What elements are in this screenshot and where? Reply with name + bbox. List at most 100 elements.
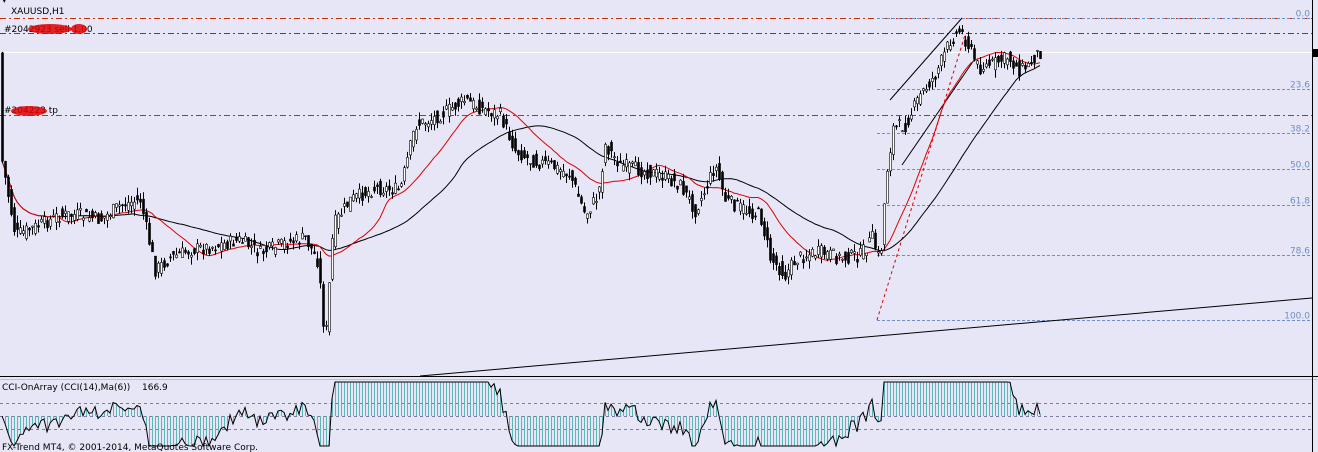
candle-body	[727, 195, 730, 199]
candle-body	[955, 31, 958, 34]
candle-body	[103, 216, 106, 219]
candle-body	[127, 202, 130, 211]
candle-body	[1000, 54, 1003, 62]
candle-body	[1024, 65, 1027, 70]
candle-body	[838, 253, 841, 256]
candle-body	[943, 51, 946, 62]
candle-body	[226, 241, 229, 249]
candle-body	[514, 138, 517, 152]
candle-body	[286, 245, 289, 249]
candle-body	[886, 171, 889, 204]
candle-body	[505, 118, 508, 125]
candle-body	[592, 197, 595, 205]
candle-body	[868, 237, 871, 243]
candle-body	[985, 63, 988, 68]
candle-body	[703, 193, 706, 196]
candle-body	[172, 251, 175, 255]
candle-body	[865, 252, 868, 257]
candle-body	[574, 177, 577, 185]
candle-body	[1027, 62, 1030, 68]
candle-body	[874, 232, 877, 249]
candle-body	[202, 249, 205, 255]
fib-level-label: 23.6	[1290, 81, 1310, 91]
candle-body	[571, 170, 574, 181]
candle-body	[1033, 54, 1036, 63]
candle-body	[292, 240, 295, 243]
candle-body	[244, 236, 247, 242]
candle-body	[649, 164, 652, 178]
candle-body	[706, 186, 709, 189]
candle-body	[694, 204, 697, 218]
candle-body	[160, 262, 163, 274]
candle-body	[13, 207, 16, 233]
candle-body	[10, 189, 13, 215]
candle-body	[859, 248, 862, 256]
candle-body	[478, 99, 481, 115]
candle-body	[667, 173, 670, 180]
candle-body	[367, 191, 370, 197]
channel-upper-line[interactable]	[889, 17, 963, 101]
candle-body	[793, 261, 796, 266]
candle-body	[235, 236, 238, 241]
candle-body	[154, 255, 157, 277]
candle-body	[325, 325, 328, 327]
candle-body	[967, 36, 970, 50]
candle-body	[715, 166, 718, 171]
candle-body	[196, 243, 199, 253]
candle-body	[547, 160, 550, 165]
candle-body	[394, 182, 397, 194]
candle-body	[37, 225, 40, 228]
symbol-label: XAUUSD,H1	[11, 7, 65, 17]
trend-line[interactable]	[419, 297, 1313, 377]
fib-level-label: 38.2	[1290, 125, 1310, 135]
candle-body	[238, 236, 241, 242]
candle-body	[49, 218, 52, 227]
candle-body	[64, 210, 67, 214]
candle-body	[490, 113, 493, 117]
candle-body	[229, 235, 232, 242]
candle-body	[742, 204, 745, 214]
candle-body	[877, 251, 880, 254]
channel-lower-line[interactable]	[901, 59, 975, 166]
candle-body	[1030, 61, 1033, 64]
candle-body	[397, 188, 400, 191]
fib-level-label: 0.0	[1296, 10, 1311, 20]
candle-body	[268, 242, 271, 248]
candle-body	[718, 163, 721, 180]
candle-body	[109, 215, 112, 218]
candle-body	[559, 169, 562, 172]
candle-body	[898, 119, 901, 121]
candle-body	[355, 193, 358, 199]
candle-body	[724, 192, 727, 202]
candle-body	[1006, 58, 1009, 66]
candle-body	[895, 125, 898, 128]
candle-body	[934, 76, 937, 80]
candle-body	[376, 184, 379, 187]
candle-body	[565, 173, 568, 177]
candle-body	[1003, 52, 1006, 64]
price-marker	[1313, 49, 1318, 57]
candle-body	[52, 214, 55, 217]
candle-body	[652, 169, 655, 177]
candle-body	[892, 125, 895, 155]
fibonacci-retracement[interactable]: 0.0 23.6 38.2 50.0 61.8 78.6 100.0	[877, 10, 1312, 322]
candle-body	[391, 192, 394, 195]
candle-body	[601, 171, 604, 193]
candle-body	[769, 237, 772, 261]
candle-body	[682, 181, 685, 195]
candle-body	[820, 245, 823, 258]
candle-body	[97, 213, 100, 224]
candle-body	[730, 196, 733, 200]
indicator-value: 166.9	[142, 383, 168, 393]
fib-base-line[interactable]	[876, 34, 966, 321]
candle-body	[880, 250, 883, 254]
candle-body	[301, 232, 304, 240]
candle-body	[958, 28, 961, 33]
candle-body	[106, 213, 109, 221]
candle-body	[625, 159, 628, 168]
candle-body	[163, 260, 166, 268]
candle-body	[448, 104, 451, 117]
candle-body	[418, 119, 421, 126]
